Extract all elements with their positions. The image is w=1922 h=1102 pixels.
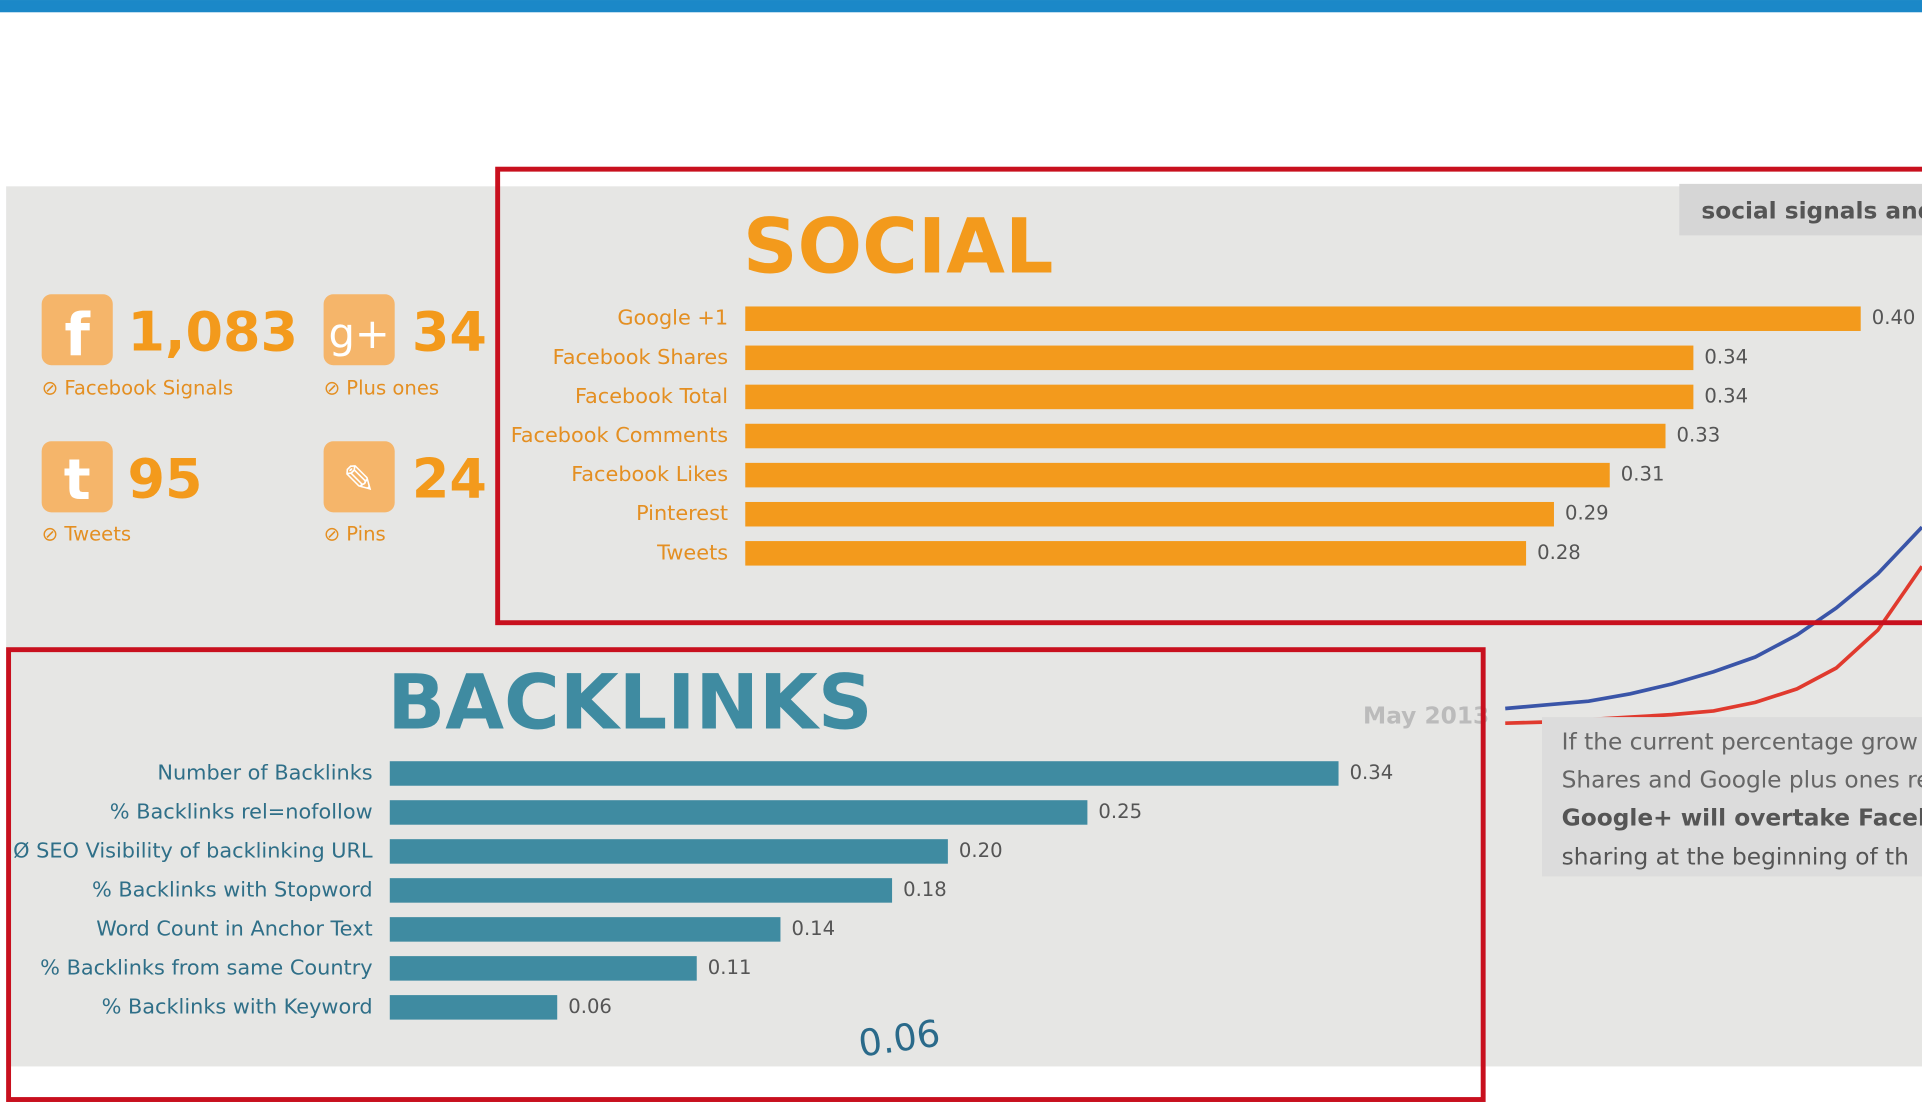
paragraph-line: If the current percentage grow [1562, 728, 1918, 755]
paragraph-line: sharing at the beginning of th [1562, 844, 1909, 871]
category-label: Pinterest [636, 501, 728, 525]
value-label: 0.34 [1704, 345, 1748, 368]
value-label: 0.31 [1621, 463, 1665, 486]
category-label: Facebook Likes [571, 462, 728, 486]
bar [390, 995, 557, 1020]
date: May 2013 [1363, 703, 1489, 730]
value-label: 0.11 [708, 956, 752, 979]
bar [745, 385, 1693, 410]
icon-glyph: t [64, 448, 91, 513]
chart-title: BACKLINKS [387, 657, 872, 746]
value-label: 0.33 [1677, 424, 1721, 447]
category-label: Word Count in Anchor Text [96, 916, 372, 940]
stat-value: 34 [412, 301, 487, 364]
stat-value: 95 [127, 448, 202, 511]
value-label: 0.28 [1537, 541, 1581, 564]
category-label: Facebook Shares [553, 345, 728, 369]
value-label: 0.40 [1872, 306, 1916, 329]
value-label: 0.34 [1350, 761, 1394, 784]
category-label: % Backlinks with Stopword [92, 877, 373, 901]
bar [390, 917, 781, 942]
value-label: 0.14 [791, 917, 835, 940]
stat-label: ⊘ Plus ones [324, 377, 440, 400]
value-label: 0.18 [903, 878, 947, 901]
bar [390, 878, 892, 903]
stat-label: ⊘ Pins [324, 523, 386, 546]
value-label: 0.06 [568, 995, 612, 1018]
side-note: social signals and [1701, 198, 1922, 225]
stat-value: 24 [412, 448, 487, 511]
stat-label: ⊘ Facebook Signals [42, 377, 234, 400]
infographic: social signals and May 2013 If the curre… [0, 0, 1922, 1102]
bar [390, 761, 1339, 786]
category-label: Number of Backlinks [157, 760, 372, 784]
bar [745, 346, 1693, 371]
category-label: Facebook Total [575, 384, 728, 408]
value-label: 0.34 [1704, 384, 1748, 407]
category-label: Google +1 [617, 306, 728, 330]
category-label: Ø SEO Visibility of backlinking URL [13, 838, 373, 862]
value-label: 0.20 [959, 839, 1003, 862]
paragraph-line: Shares and Google plus ones re [1562, 766, 1922, 793]
category-label: % Backlinks with Keyword [102, 994, 373, 1018]
bar [745, 424, 1665, 449]
top-bar [0, 0, 1922, 12]
bar [745, 463, 1609, 488]
stat-value: 1,083 [127, 301, 298, 364]
category-label: % Backlinks from same Country [40, 955, 372, 979]
stat-label: ⊘ Tweets [42, 523, 131, 546]
bar [745, 502, 1554, 527]
bar [390, 956, 697, 981]
page: social signals and May 2013 If the curre… [0, 0, 1922, 1102]
icon-glyph: ✎ [343, 458, 376, 503]
paragraph-line: Google+ will overtake Facebo [1562, 804, 1922, 831]
category-label: Tweets [656, 540, 728, 564]
icon-glyph: g+ [328, 309, 389, 358]
category-label: Facebook Comments [511, 423, 728, 447]
bar [390, 800, 1088, 825]
value-label: 0.25 [1098, 800, 1142, 823]
icon-glyph: f [64, 300, 91, 369]
chart-title: SOCIAL [743, 201, 1054, 290]
value-label: 0.29 [1565, 502, 1609, 525]
bar [390, 839, 948, 864]
bar [745, 541, 1526, 566]
bar [745, 306, 1860, 331]
category-label: % Backlinks rel=nofollow [110, 799, 373, 823]
